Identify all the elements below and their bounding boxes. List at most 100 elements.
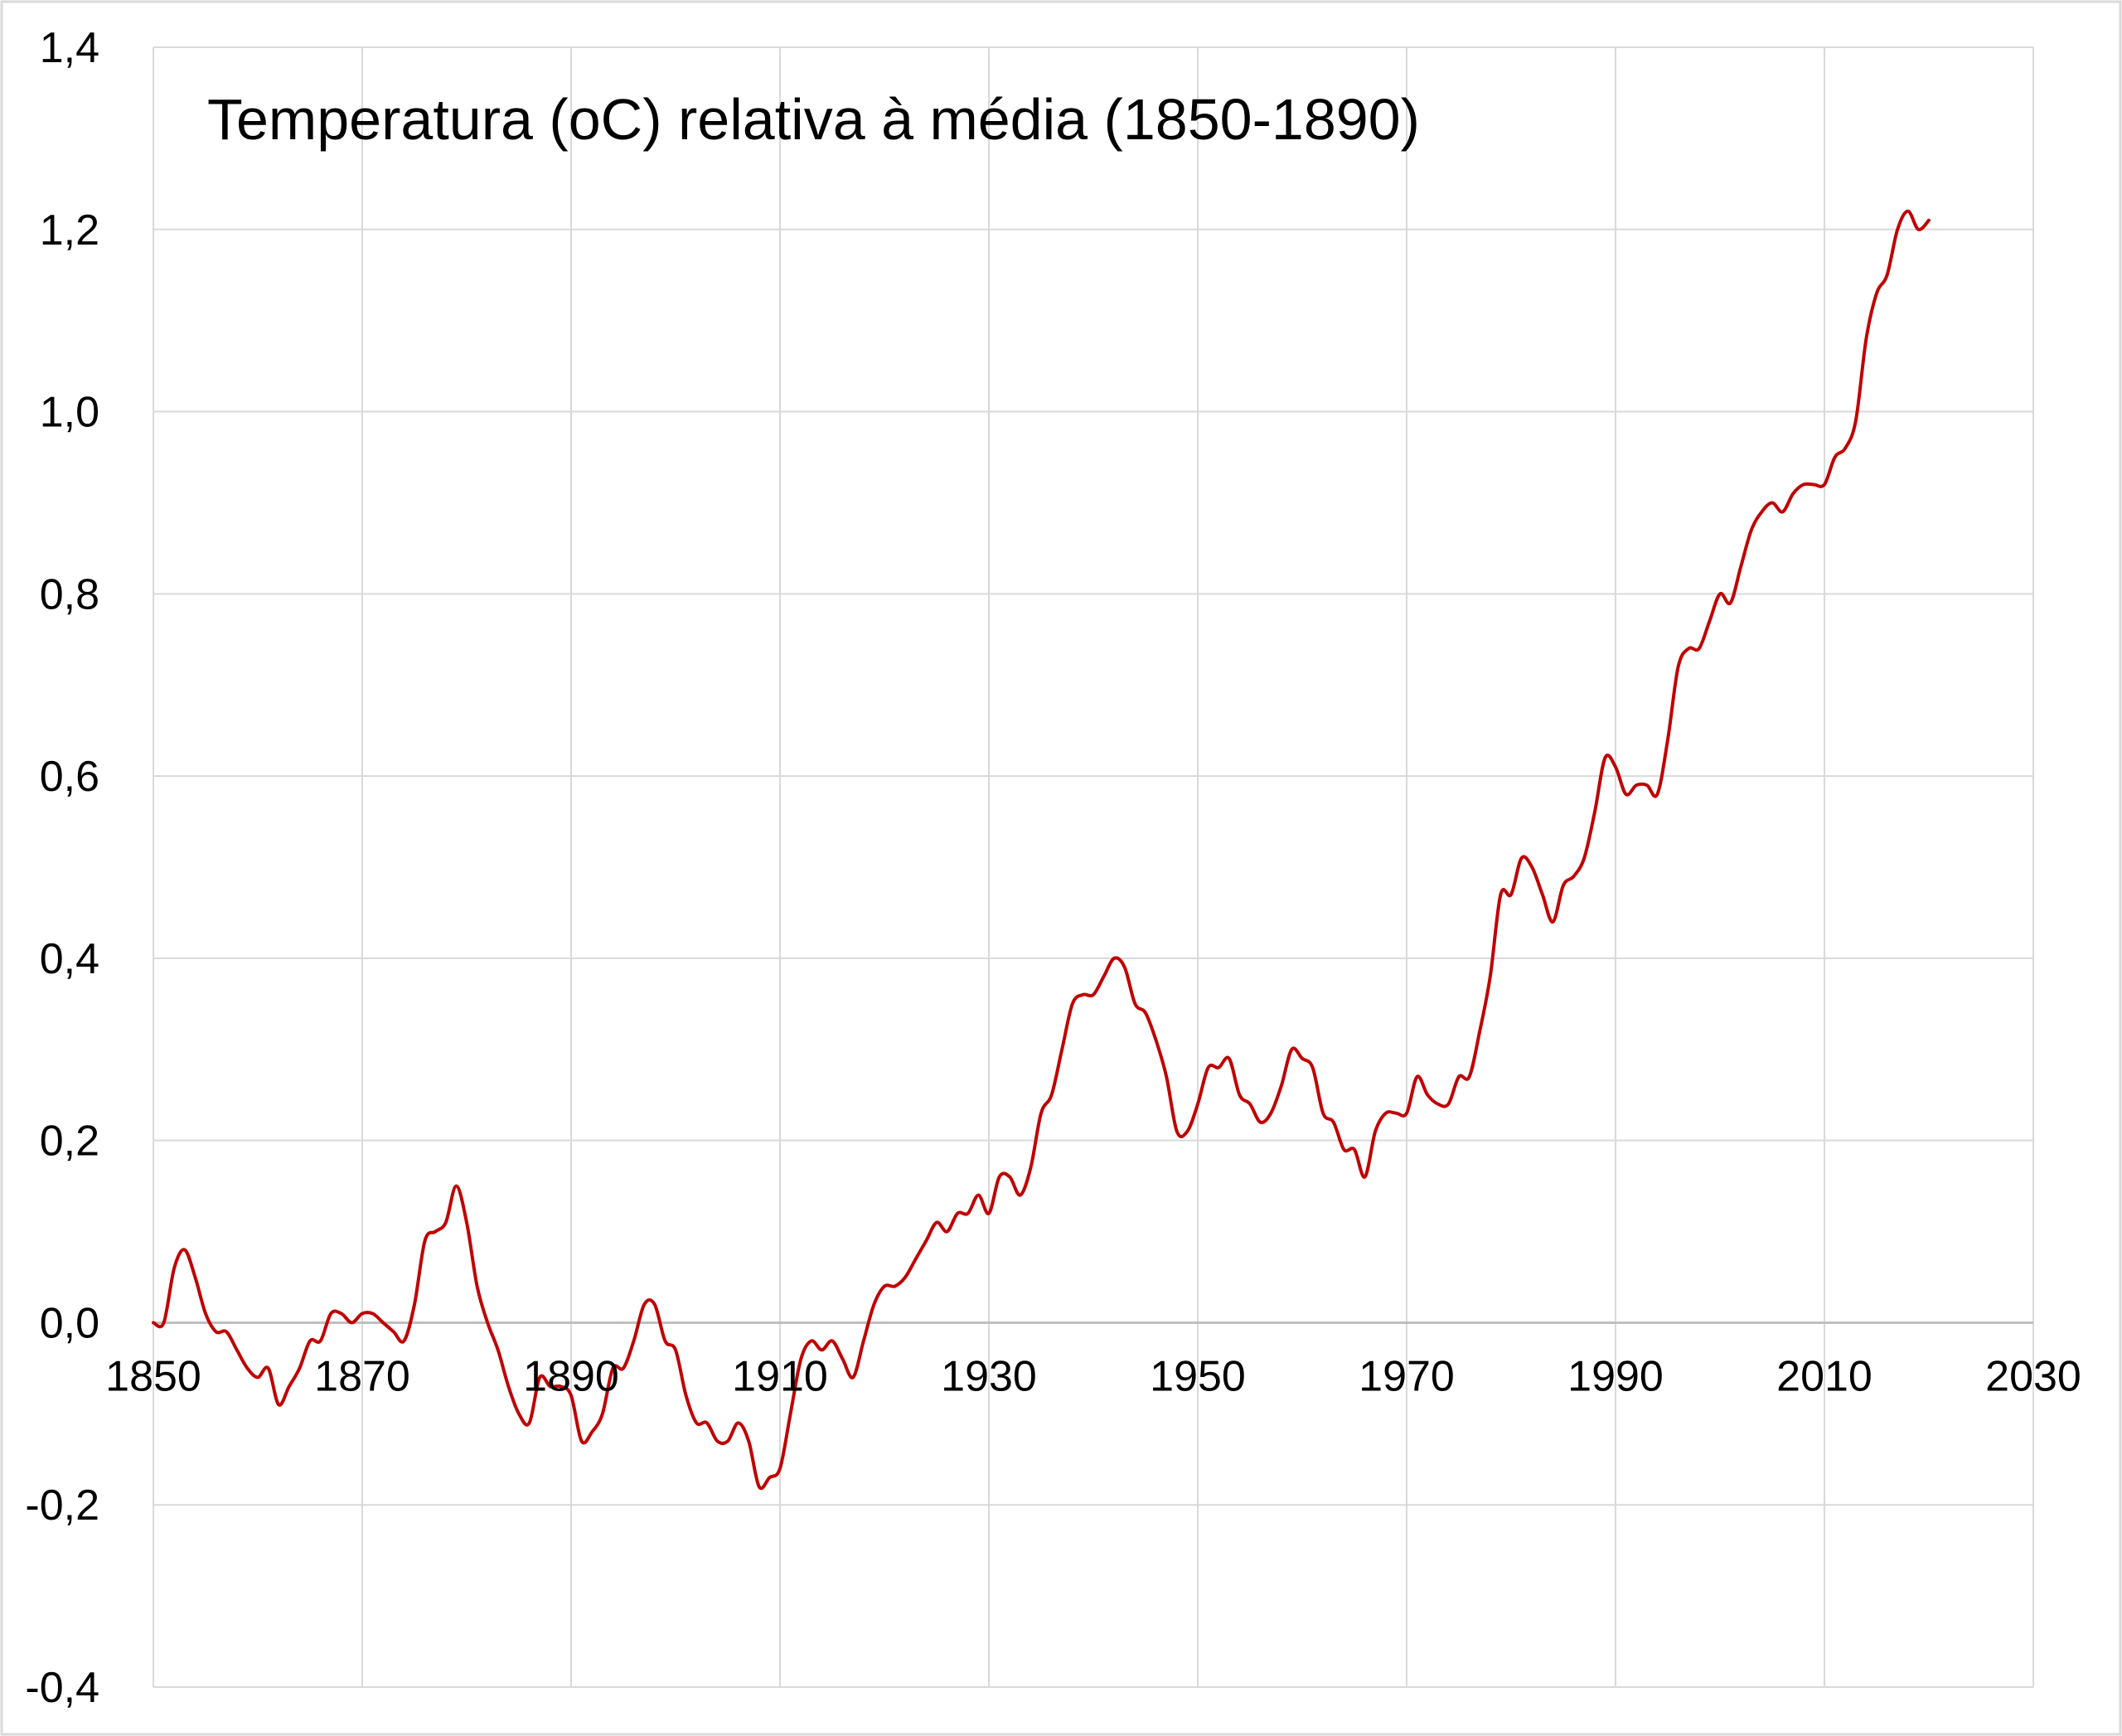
data-point — [1060, 1048, 1063, 1051]
data-point — [1802, 482, 1805, 486]
data-point — [1416, 1075, 1419, 1079]
data-point — [371, 1312, 375, 1315]
data-point — [1541, 893, 1544, 896]
data-point — [1353, 1148, 1356, 1152]
data-point — [361, 1312, 364, 1315]
data-point — [695, 1421, 698, 1424]
data-point — [914, 1258, 918, 1261]
y-tick-label: 0,4 — [40, 935, 99, 983]
data-point — [444, 1221, 448, 1224]
x-tick-label: 1970 — [1359, 1352, 1455, 1400]
data-point — [1394, 1112, 1398, 1115]
data-point — [1499, 893, 1502, 896]
data-point — [1864, 337, 1868, 341]
data-point — [1843, 447, 1847, 450]
data-point — [1509, 893, 1513, 896]
data-point — [1625, 793, 1628, 796]
y-tick-label: 1,4 — [40, 24, 99, 72]
data-point — [653, 1302, 656, 1306]
tick-labels: -0,4 -0,2 0,0 0,2 0,4 0,6 0,8 1,0 1,2 1,4 1850 1870… — [25, 24, 2081, 1712]
x-tick-label: 1950 — [1150, 1352, 1246, 1400]
data-point — [580, 1439, 584, 1443]
data-point — [1280, 1084, 1283, 1088]
data-point — [1446, 1103, 1450, 1106]
data-point — [413, 1302, 416, 1306]
data-point — [204, 1312, 207, 1315]
data-point — [1927, 219, 1931, 222]
data-point — [1489, 975, 1492, 978]
data-point — [1812, 482, 1815, 486]
data-point — [172, 1267, 176, 1270]
data-point — [308, 1339, 312, 1342]
data-point — [1196, 1103, 1199, 1106]
data-point — [1468, 1075, 1471, 1079]
data-point — [1165, 1075, 1168, 1079]
data-point — [883, 1284, 886, 1287]
data-point — [1019, 1194, 1022, 1197]
data-point — [497, 1348, 500, 1351]
data-point — [350, 1321, 353, 1324]
data-point — [1228, 1057, 1231, 1060]
chart-title: Temperatura (oC) relativa à média (1850-… — [207, 87, 1420, 152]
data-point — [1729, 601, 1732, 604]
data-point — [1718, 592, 1722, 595]
data-point — [1008, 1176, 1011, 1179]
data-point — [1123, 966, 1126, 969]
y-tick-label: 0,0 — [40, 1299, 99, 1347]
y-tick-label: 1,0 — [40, 389, 99, 437]
data-point — [215, 1330, 218, 1333]
data-point — [465, 1221, 468, 1224]
data-point — [1071, 1002, 1074, 1006]
data-point — [663, 1339, 666, 1342]
temperature-series-line — [152, 209, 1931, 1491]
data-point — [1562, 884, 1565, 887]
data-point — [1834, 456, 1837, 459]
data-point — [1916, 228, 1920, 231]
data-point — [1185, 1130, 1189, 1133]
data-point — [1635, 783, 1638, 787]
y-tick-label: 1,2 — [40, 206, 99, 255]
data-point — [904, 1276, 907, 1279]
y-tick-label: 0,2 — [40, 1118, 99, 1166]
data-point — [820, 1348, 823, 1351]
data-point — [1614, 765, 1617, 769]
data-point — [747, 1439, 750, 1443]
data-point — [340, 1312, 343, 1315]
data-point — [288, 1384, 291, 1388]
data-point — [235, 1348, 239, 1351]
data-point — [1175, 1130, 1179, 1133]
data-point — [1332, 1121, 1335, 1124]
data-point — [1039, 1112, 1043, 1115]
data-point — [424, 1239, 427, 1243]
data-point — [924, 1239, 928, 1243]
data-point — [1155, 1039, 1158, 1042]
x-tick-label: 1930 — [941, 1352, 1037, 1400]
data-point — [831, 1339, 834, 1342]
data-point — [1092, 993, 1095, 997]
data-point — [454, 1185, 458, 1188]
data-point — [1582, 856, 1586, 860]
data-point — [1133, 1002, 1136, 1006]
data-point — [715, 1439, 719, 1443]
data-point — [1823, 482, 1826, 486]
data-point — [1321, 1112, 1325, 1115]
data-point — [1248, 1103, 1252, 1106]
x-tick-label: 1870 — [314, 1352, 410, 1400]
x-tick-label: 2010 — [1776, 1352, 1872, 1400]
data-point — [987, 1212, 991, 1215]
data-point — [1342, 1148, 1345, 1152]
data-point — [590, 1430, 593, 1433]
data-point — [1259, 1121, 1262, 1124]
x-tick-label: 1910 — [732, 1352, 828, 1400]
data-point — [193, 1276, 196, 1279]
data-point — [1655, 793, 1659, 796]
y-tick-label: 0,8 — [40, 570, 99, 618]
data-point — [1698, 647, 1701, 650]
data-point — [967, 1212, 970, 1215]
data-point — [862, 1339, 865, 1342]
data-point — [1436, 1103, 1440, 1106]
data-point — [1426, 1093, 1429, 1097]
